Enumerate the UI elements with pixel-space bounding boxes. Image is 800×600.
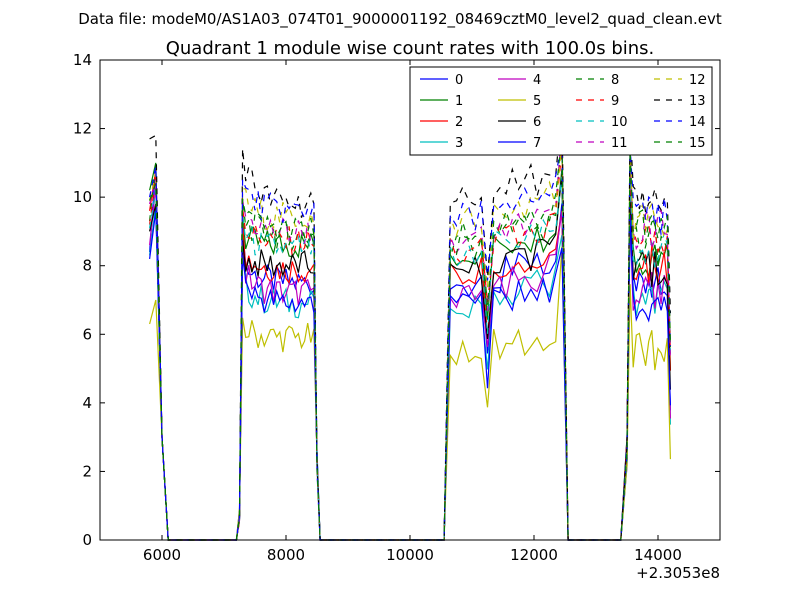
legend-box [409, 66, 713, 156]
plot-lines [149, 109, 671, 541]
series-line-5 [149, 246, 671, 541]
legend-label-10: 10 [611, 115, 628, 130]
series-line-1 [149, 162, 671, 541]
chart-title: Quadrant 1 module wise count rates with … [166, 38, 655, 59]
series-line-14 [149, 142, 671, 541]
suptitle: Data file: modeM0/AS1A03_074T01_90000011… [78, 10, 722, 29]
x-offset-label: +2.3053e8 [636, 564, 720, 582]
legend-label-4: 4 [533, 73, 541, 88]
legend-label-3: 3 [455, 136, 463, 151]
legend-label-6: 6 [533, 115, 541, 130]
x-tick-label: 6000 [143, 546, 181, 564]
series-line-0 [149, 166, 671, 541]
y-tick-label: 2 [82, 462, 92, 480]
x-tick-label: 10000 [386, 546, 434, 564]
legend-label-14: 14 [689, 115, 706, 130]
series-line-8 [149, 132, 671, 541]
series-line-3 [149, 203, 671, 541]
legend-label-13: 13 [689, 94, 706, 109]
series-line-2 [149, 169, 671, 541]
legend-label-1: 1 [455, 94, 463, 109]
y-tick-label: 0 [82, 531, 92, 549]
legend-label-5: 5 [533, 94, 541, 109]
series-line-4 [149, 186, 671, 541]
y-tick-label: 6 [82, 325, 92, 343]
legend-label-12: 12 [689, 73, 706, 88]
series-line-13 [149, 109, 671, 541]
series-line-10 [149, 169, 671, 541]
y-tick-label: 4 [82, 394, 92, 412]
x-tick-label: 8000 [267, 546, 305, 564]
y-tick-label: 8 [82, 257, 92, 275]
series-line-15 [149, 136, 671, 541]
series-line-9 [149, 150, 671, 541]
legend-label-11: 11 [611, 136, 628, 151]
series-line-11 [149, 129, 671, 541]
y-tick-label: 10 [73, 188, 92, 206]
y-tick-label: 12 [73, 120, 92, 138]
y-tick-label: 14 [73, 51, 92, 69]
series-line-12 [149, 133, 671, 541]
series-line-6 [149, 173, 671, 541]
legend-label-9: 9 [611, 94, 619, 109]
legend-label-15: 15 [689, 136, 706, 151]
legend-label-7: 7 [533, 136, 541, 151]
x-tick-label: 14000 [634, 546, 682, 564]
legend-label-2: 2 [455, 115, 463, 130]
series-line-7 [149, 210, 671, 541]
x-tick-label: 12000 [510, 546, 558, 564]
legend-label-0: 0 [455, 73, 463, 88]
legend-label-8: 8 [611, 73, 619, 88]
